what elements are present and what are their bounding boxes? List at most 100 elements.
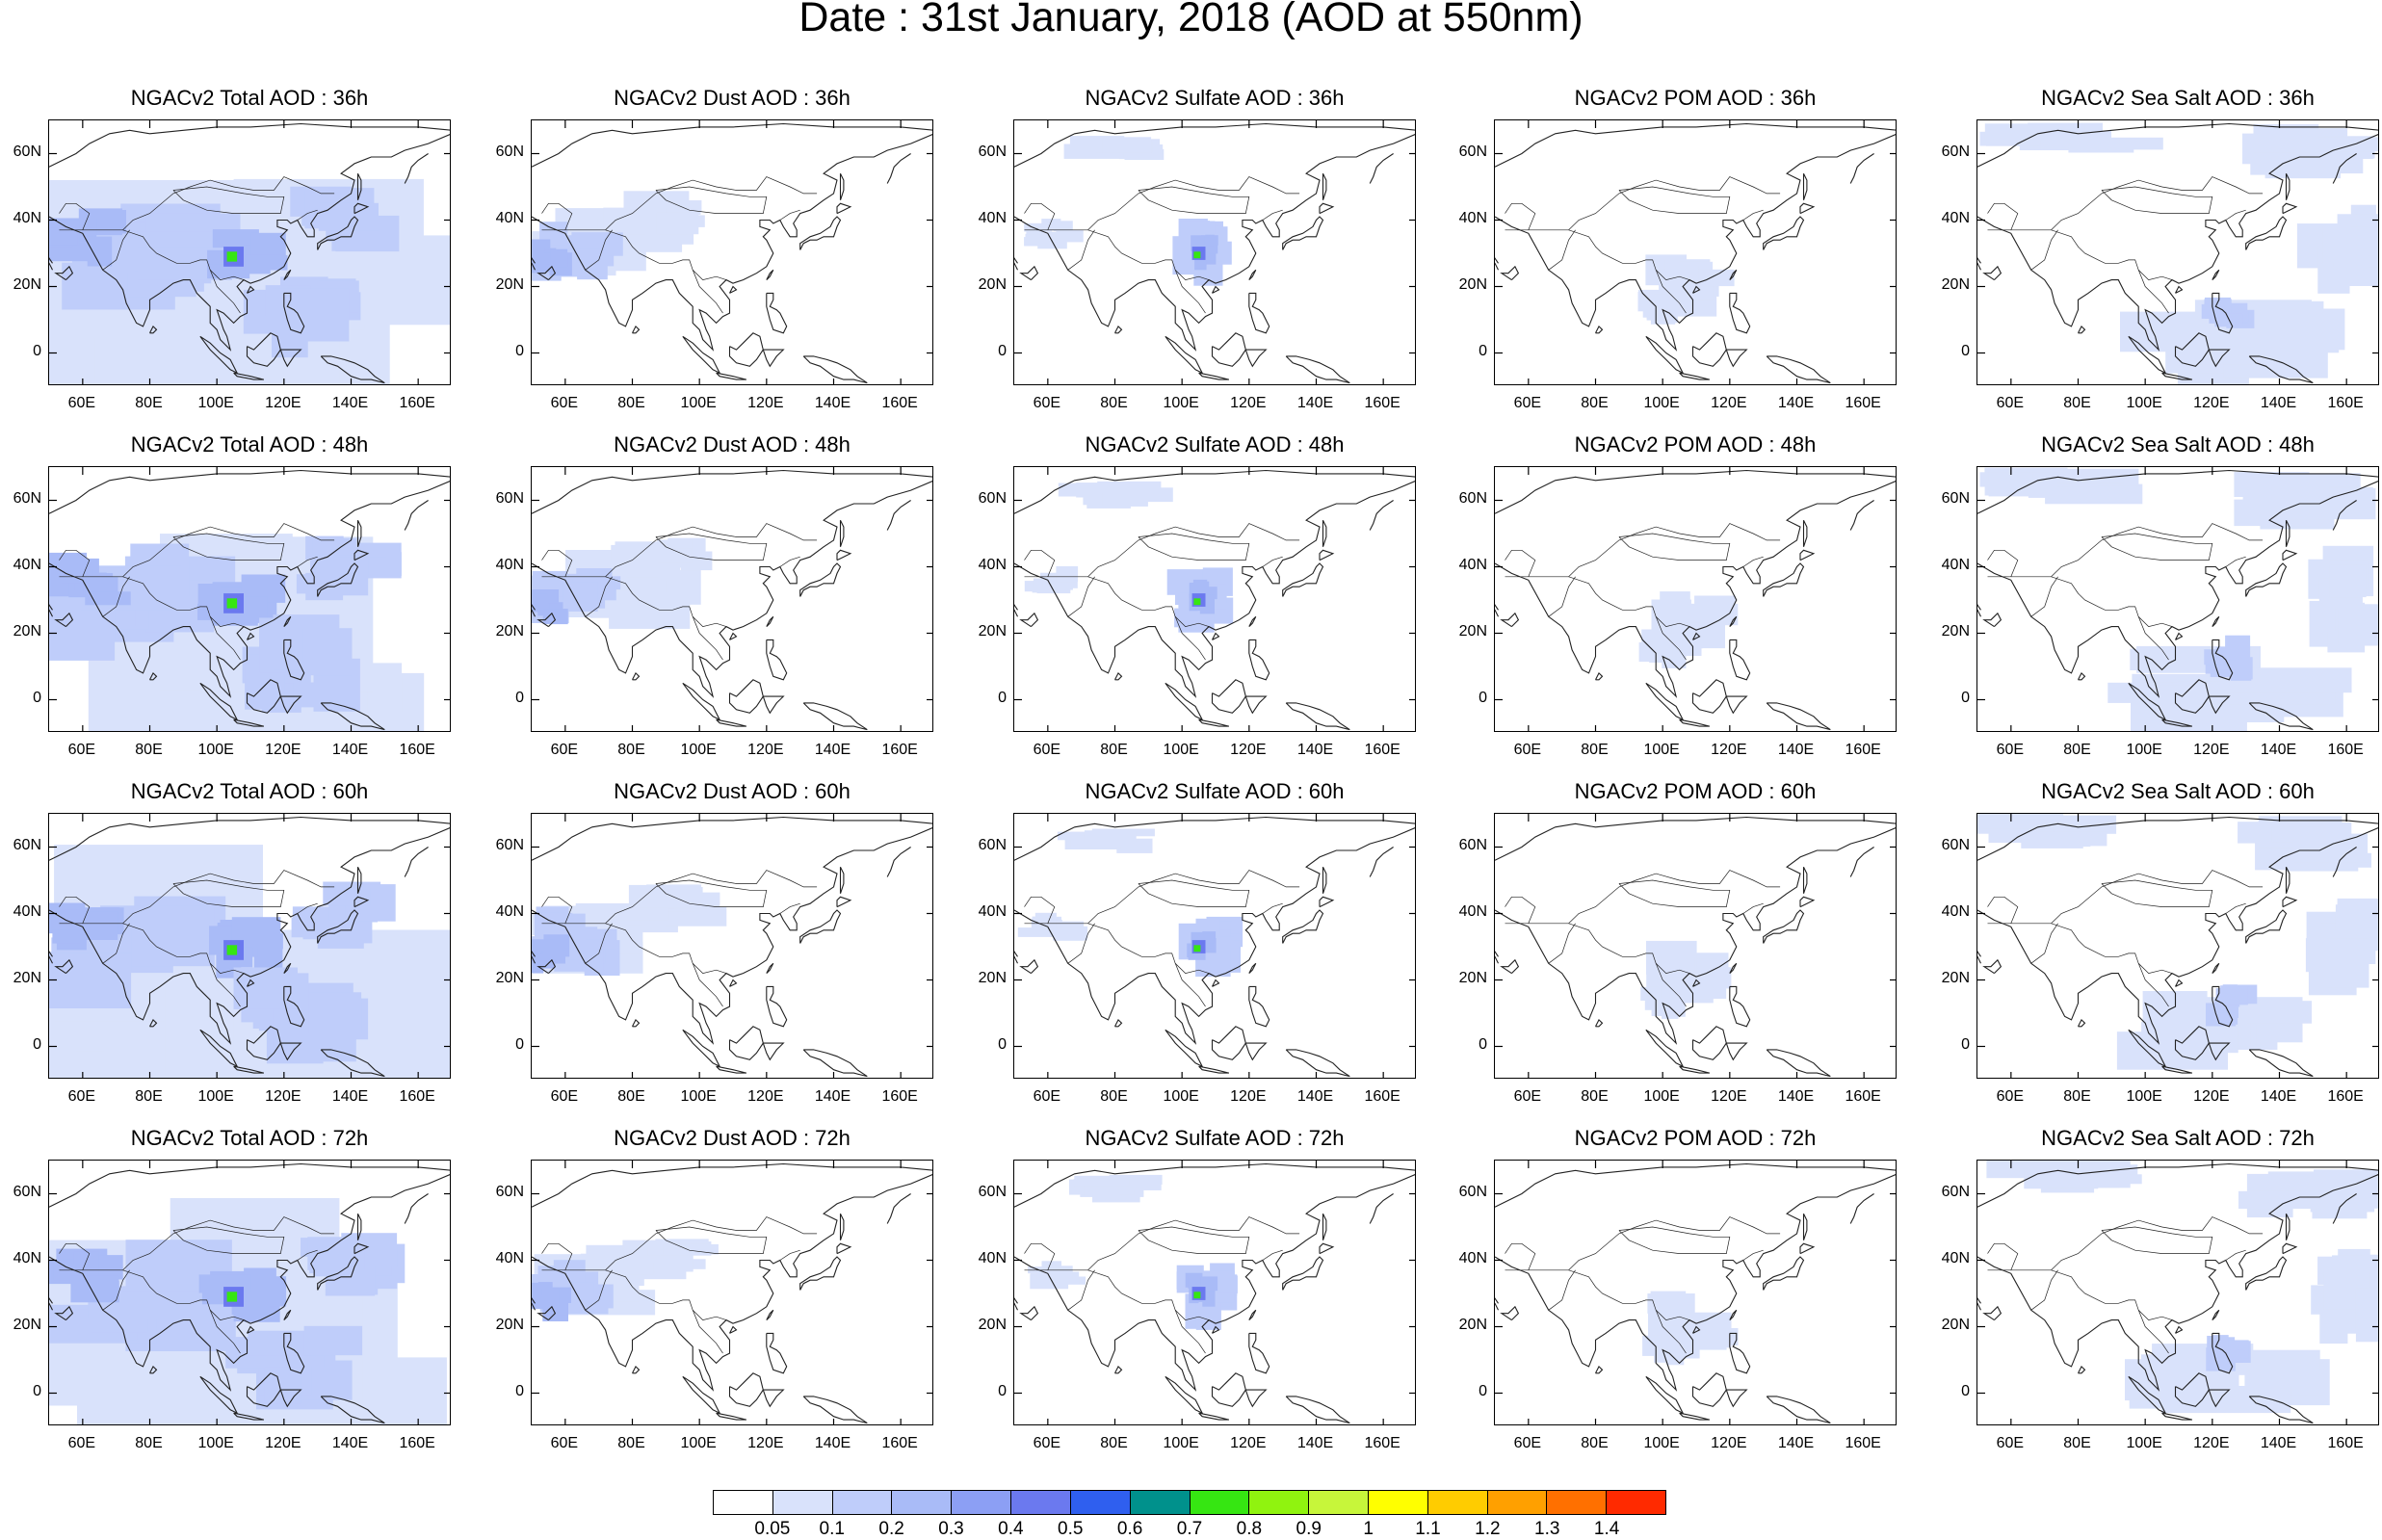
aod-cell <box>2064 1174 2142 1185</box>
country-border <box>692 616 723 661</box>
coastline <box>1595 325 1604 334</box>
aod-cell <box>542 609 568 625</box>
lon-tick-label: 100E <box>1163 1088 1199 1105</box>
country-border <box>1024 576 1210 627</box>
lon-tick-label: 140E <box>2260 1435 2297 1451</box>
country-border <box>1548 229 1576 271</box>
aod-cell <box>2329 564 2367 598</box>
lat-tick-label: 40N <box>13 902 41 920</box>
map-panel-pom-72h <box>1494 1160 1897 1425</box>
coastline <box>1495 816 1896 861</box>
coastline <box>1244 695 1268 715</box>
map-svg <box>1977 120 2378 384</box>
coastline <box>728 1026 764 1060</box>
coastline <box>886 500 911 531</box>
colorbar-label: 0.6 <box>1116 1519 1143 1539</box>
country-border <box>1655 1310 1687 1354</box>
lat-tick-label: 40N <box>1458 902 1487 920</box>
country-border <box>2225 1249 2246 1261</box>
coastline <box>1691 679 1727 714</box>
country-border <box>1568 176 1781 231</box>
country-border <box>209 963 241 1007</box>
panel-title: NGACv2 Total AOD : 72h <box>130 1126 369 1150</box>
lat-tick-label: 0 <box>1961 1035 1970 1053</box>
coastline <box>1014 1162 1415 1208</box>
country-border <box>1548 576 1576 617</box>
country-border <box>1505 229 1690 280</box>
country-border <box>172 1226 285 1254</box>
coastline <box>356 519 362 547</box>
lon-tick-label: 100E <box>1643 395 1680 411</box>
aod-cell <box>609 591 691 629</box>
lat-tick-label: 40N <box>1941 1249 1970 1266</box>
aod-cell <box>1671 622 1719 641</box>
country-border <box>1174 616 1206 661</box>
country-border <box>1067 923 1095 964</box>
coastline <box>716 372 747 380</box>
country-border <box>1262 902 1283 914</box>
country-border <box>1618 533 1731 561</box>
coastline <box>1645 1375 1685 1415</box>
lat-tick-label: 20N <box>13 1316 41 1333</box>
country-border <box>541 1269 727 1320</box>
coastline <box>2208 695 2231 715</box>
colorbar-label: 1.2 <box>1475 1519 1501 1539</box>
aod-cell <box>317 917 364 949</box>
coastline <box>283 1309 292 1320</box>
coastline <box>1799 549 1816 561</box>
coastline <box>1014 1297 1018 1311</box>
country-border <box>1262 1249 1283 1261</box>
coastline <box>762 1389 785 1408</box>
country-border <box>102 1269 130 1311</box>
aod-cell <box>87 236 113 267</box>
aod-cell <box>248 1330 312 1356</box>
coastline <box>317 216 359 250</box>
lon-tick-label: 140E <box>1296 395 1334 411</box>
country-border <box>59 202 91 230</box>
coastline <box>1369 1193 1394 1224</box>
map-panel-total-72h <box>48 1160 451 1425</box>
coastline <box>762 349 785 368</box>
lon-tick-label: 140E <box>331 395 369 411</box>
coastline <box>532 469 932 514</box>
coastline <box>1495 604 1499 617</box>
lat-tick-label: 0 <box>998 1382 1007 1399</box>
coastline <box>2175 979 2184 987</box>
coastline <box>2161 718 2193 727</box>
colorbar-cell <box>1547 1491 1608 1514</box>
coastline <box>1212 1325 1220 1334</box>
coastline <box>233 372 265 380</box>
aod-cell <box>656 212 699 235</box>
coastline <box>1495 257 1499 271</box>
lon-tick-label: 160E <box>399 1435 435 1451</box>
aod-cell <box>318 202 379 231</box>
lon-tick-label: 60E <box>1996 1088 2025 1105</box>
country-border <box>1505 576 1690 627</box>
aod-cell <box>566 1292 609 1315</box>
country-border <box>1024 202 1056 230</box>
country-border <box>2225 209 2246 221</box>
country-border <box>2051 870 2264 925</box>
coastline <box>1691 1026 1727 1060</box>
lon-tick-label: 100E <box>680 742 717 758</box>
country-border <box>1742 1249 1764 1261</box>
coastline <box>2212 639 2234 681</box>
lat-tick-label: 20N <box>978 275 1007 293</box>
country-border <box>2137 616 2169 661</box>
coastline <box>1802 519 1808 547</box>
map-panel-sulfate-36h <box>1013 119 1416 385</box>
coastline <box>1725 695 1748 715</box>
map-panel-sulfate-48h <box>1013 466 1416 732</box>
lat-tick-label: 60N <box>978 143 1007 160</box>
lat-tick-label: 0 <box>515 1382 524 1399</box>
map-svg <box>1495 1161 1896 1424</box>
aod-cell <box>2054 831 2107 847</box>
coastline <box>1729 269 1738 280</box>
coastline <box>199 1029 239 1068</box>
coastline <box>799 1256 842 1291</box>
map-panel-seasalt-72h <box>1976 1160 2379 1425</box>
lon-tick-label: 160E <box>881 742 918 758</box>
panel-title: NGACv2 Sea Salt AOD : 36h <box>2041 86 2315 110</box>
country-border <box>1087 523 1300 578</box>
coastline <box>537 265 557 281</box>
